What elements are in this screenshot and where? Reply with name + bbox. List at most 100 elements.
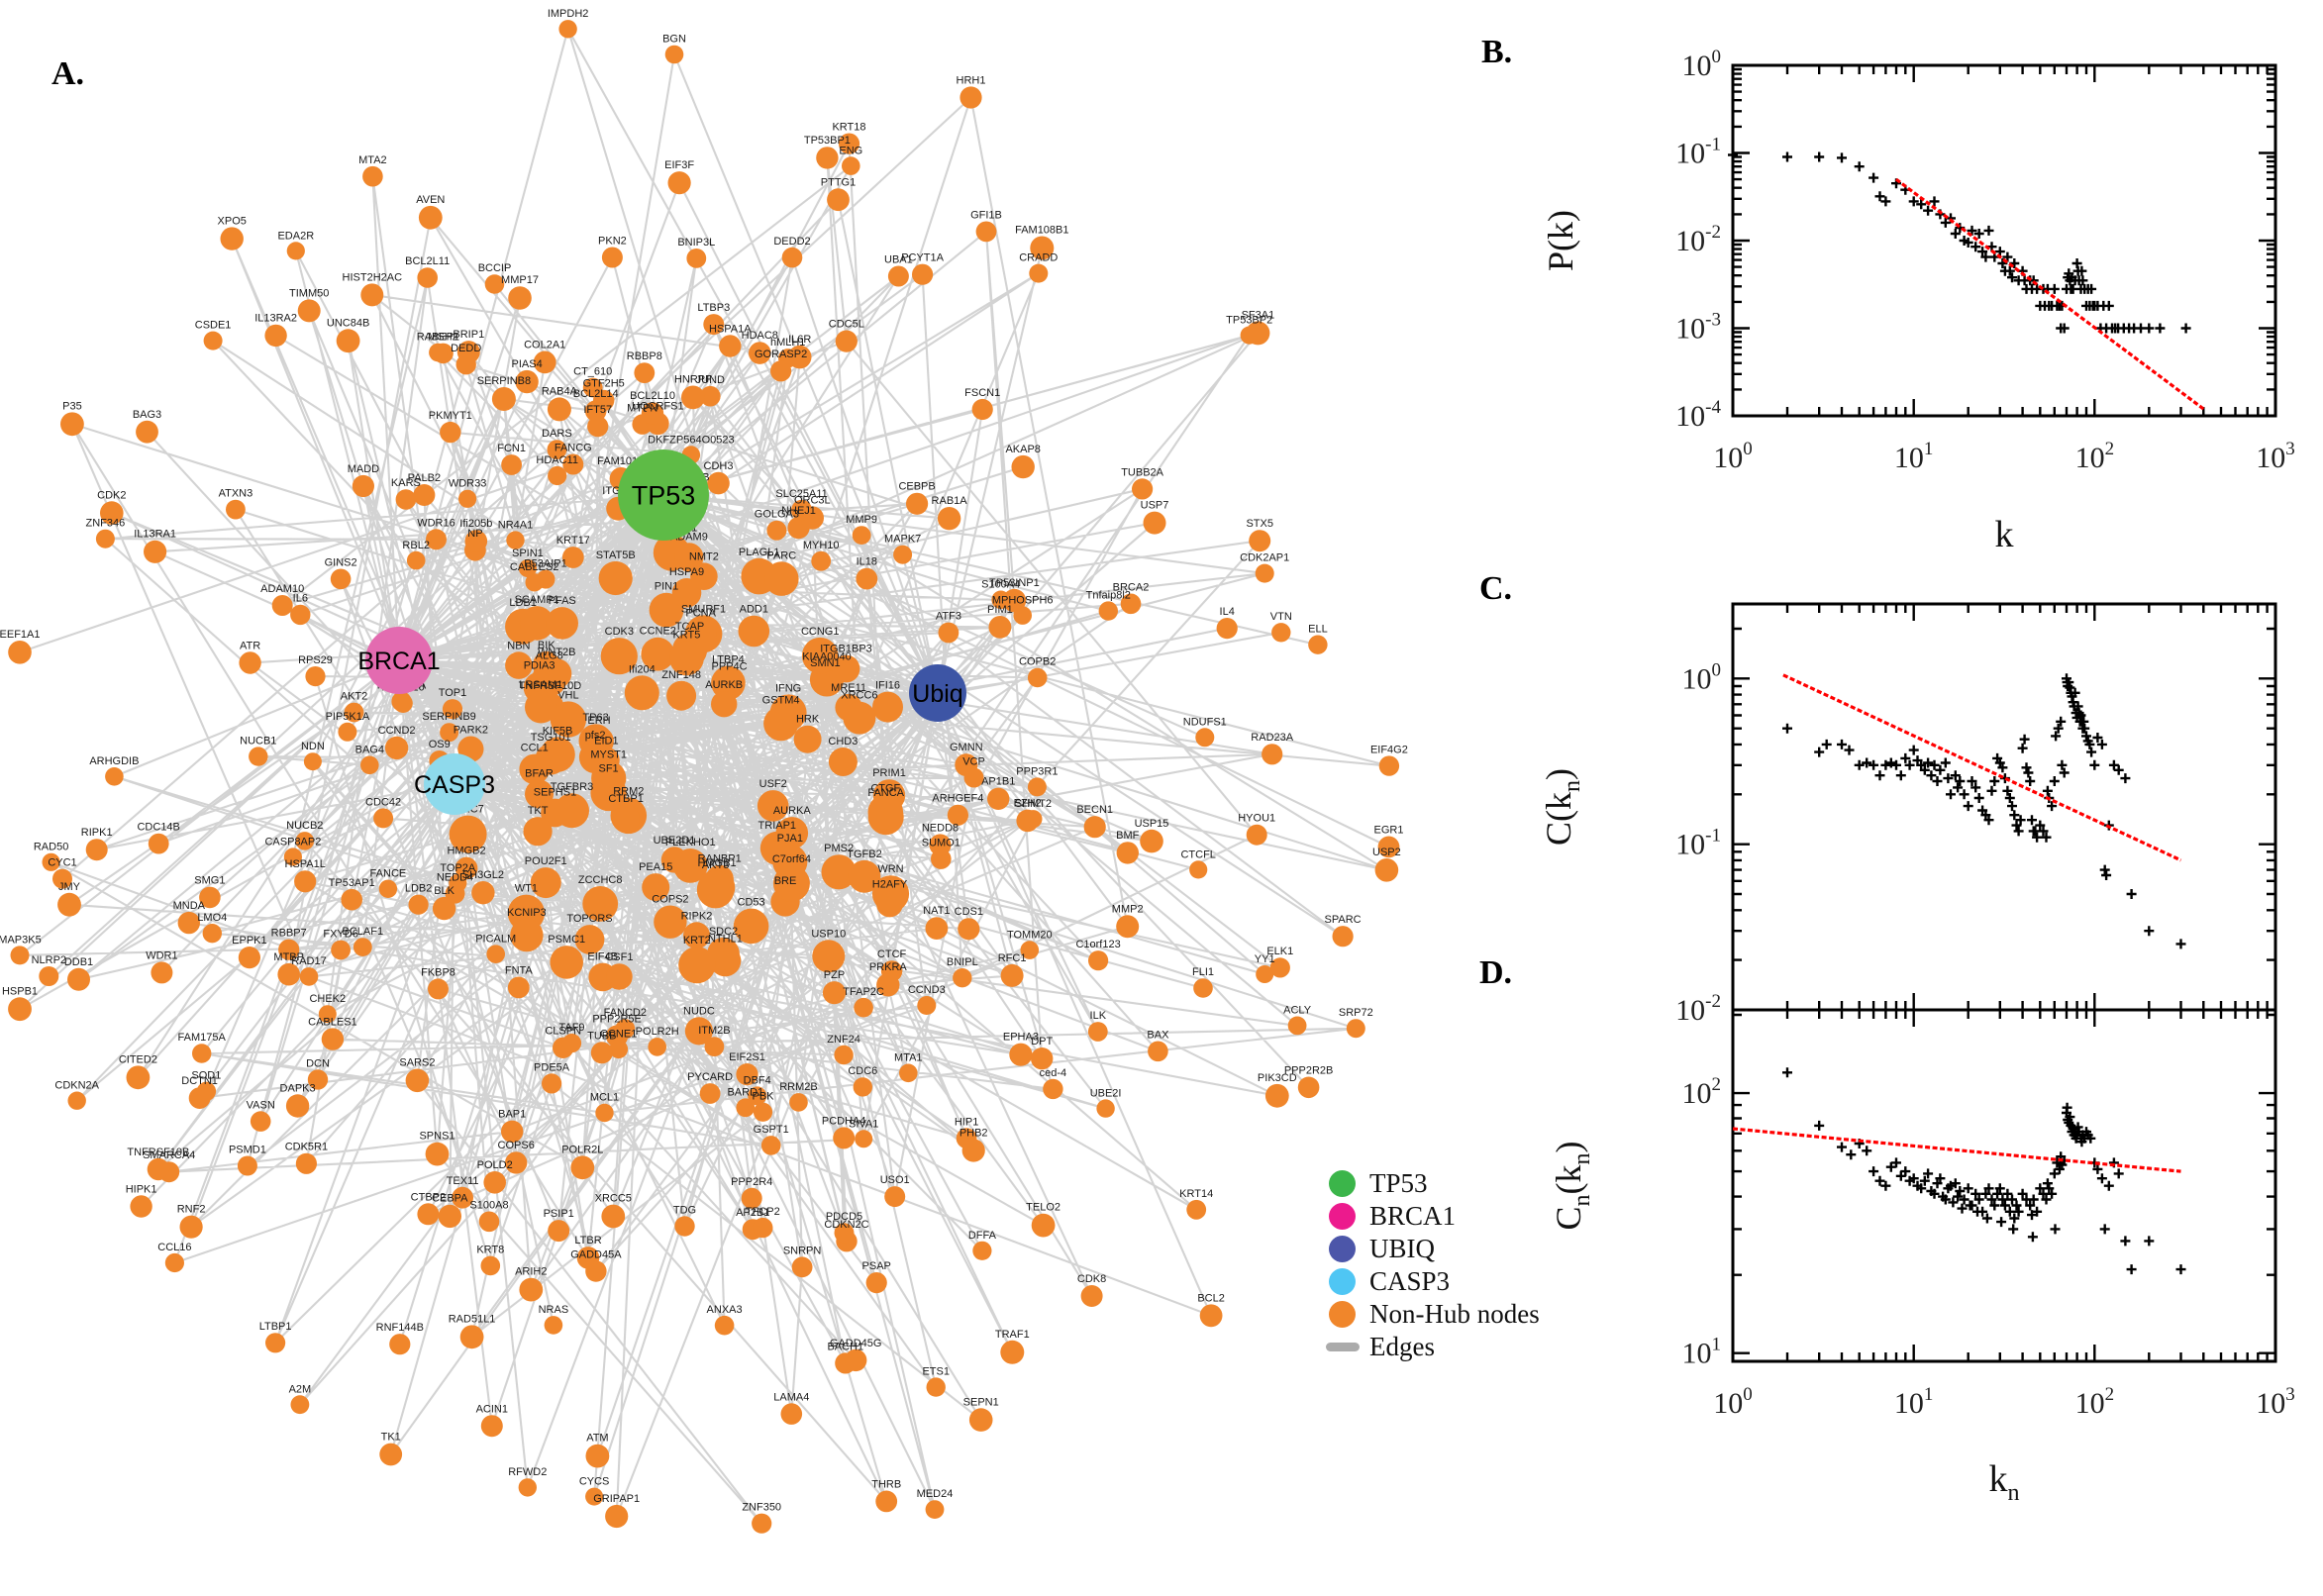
network-node-label: ALG8 bbox=[536, 649, 563, 661]
network-node bbox=[39, 966, 59, 986]
network-node bbox=[440, 421, 461, 444]
network-node bbox=[417, 267, 439, 288]
panel-b-label: B. bbox=[1481, 34, 1513, 70]
network-node bbox=[748, 1086, 767, 1106]
network-node-label: EID1 bbox=[594, 736, 618, 748]
network-node-label: MTA2 bbox=[358, 154, 387, 166]
network-node-label: DAPK3 bbox=[280, 1082, 316, 1094]
network-node bbox=[307, 1069, 329, 1090]
network-node bbox=[547, 397, 571, 422]
network-node bbox=[585, 1444, 610, 1468]
network-node-label: NHEJ1 bbox=[781, 505, 816, 517]
network-node bbox=[203, 331, 223, 350]
network-node bbox=[547, 440, 567, 459]
network-node-label: SERPINB9 bbox=[422, 711, 475, 723]
network-node bbox=[550, 946, 583, 979]
network-node-label: POLD2 bbox=[477, 1159, 513, 1171]
network-node bbox=[1080, 1285, 1103, 1307]
network-node bbox=[1374, 858, 1399, 882]
network-node bbox=[286, 242, 305, 260]
network-node-label: KRT18 bbox=[832, 122, 865, 134]
network-node-label: CD53 bbox=[738, 897, 765, 909]
network-node-label: BAG4 bbox=[355, 744, 384, 755]
network-node-label: PCYT1A bbox=[901, 252, 944, 264]
x-tick-label: 101 bbox=[1894, 1384, 1934, 1420]
network-node-label: PKN2 bbox=[598, 236, 627, 248]
network-node bbox=[865, 1272, 887, 1294]
network-node-label: PSAP bbox=[862, 1260, 891, 1272]
network-node-label: ETS1 bbox=[922, 1365, 950, 1377]
legend-item-brca1: BRCA1 bbox=[1329, 1203, 1540, 1230]
network-node-label: KIF5B bbox=[543, 725, 573, 737]
network-node-label: ILK bbox=[1090, 1010, 1107, 1022]
network-node-label: EPPK1 bbox=[232, 935, 266, 947]
network-node-label: PSMC1 bbox=[548, 934, 585, 946]
network-node bbox=[330, 568, 352, 590]
network-node-label: BRIP1 bbox=[453, 329, 484, 341]
network-node-label: DFFA bbox=[968, 1230, 997, 1242]
network-node-label: IFI16 bbox=[875, 680, 900, 692]
network-node bbox=[449, 815, 487, 853]
network-node-label: CYCS bbox=[579, 1476, 610, 1488]
network-node-label: UQCRFS1 bbox=[632, 400, 684, 412]
network-node-label: PIAS4 bbox=[512, 358, 543, 370]
network-node-label: HSPA1A bbox=[709, 323, 752, 335]
network-node bbox=[834, 1045, 854, 1065]
network-node-label: NMT2 bbox=[689, 550, 719, 562]
network-node-label: USP2 bbox=[1372, 847, 1401, 858]
network-node bbox=[290, 604, 311, 626]
network-node bbox=[265, 1333, 286, 1353]
fit-line bbox=[1732, 1127, 2181, 1173]
network-node bbox=[130, 1195, 152, 1218]
network-node-label: CHD3 bbox=[828, 736, 858, 748]
network-node-label: SMURF1 bbox=[681, 603, 726, 615]
network-node bbox=[584, 400, 607, 422]
network-node bbox=[1264, 1083, 1289, 1108]
network-node-label: Ifi204 bbox=[629, 663, 656, 675]
network-node bbox=[738, 615, 770, 648]
hub-label-ubiq: Ubiq bbox=[912, 680, 962, 708]
network-node-label: PYCARD bbox=[687, 1071, 733, 1083]
network-node bbox=[574, 925, 605, 954]
network-node bbox=[144, 540, 167, 563]
network-node bbox=[459, 1325, 484, 1349]
network-node bbox=[791, 1256, 813, 1278]
network-node-label: FANCG bbox=[555, 443, 592, 454]
network-node-label: TP53BP2 bbox=[1226, 315, 1272, 327]
legend-item-tp53: TP53 bbox=[1329, 1170, 1540, 1197]
network-node-label: PTTG1 bbox=[821, 176, 856, 188]
network-node-label: KRT2 bbox=[683, 935, 711, 947]
network-node-label: VCP bbox=[962, 755, 985, 767]
network-node-label: CDKN2C bbox=[824, 1219, 868, 1231]
network-node bbox=[667, 171, 691, 195]
network-node-label: FANCD2 bbox=[604, 1007, 647, 1019]
y-tick-label: 10-1 bbox=[1675, 135, 1721, 170]
network-node bbox=[546, 607, 578, 640]
network-node-label: RIPK2 bbox=[681, 910, 713, 922]
network-node bbox=[753, 1102, 773, 1122]
node-swatch-icon bbox=[1329, 1268, 1356, 1295]
plot-frame bbox=[1731, 1008, 2277, 1363]
network-node bbox=[641, 402, 664, 425]
network-node bbox=[681, 385, 705, 410]
x-tick-label: 100 bbox=[1713, 439, 1753, 474]
network-node bbox=[570, 1155, 595, 1180]
network-node-label: TOP2A bbox=[440, 862, 476, 874]
network-node bbox=[641, 637, 675, 671]
network-node-label: DBF4 bbox=[744, 1074, 771, 1086]
network-node bbox=[561, 547, 584, 568]
network-node bbox=[838, 133, 860, 154]
network-node bbox=[525, 779, 554, 809]
network-node bbox=[1246, 824, 1267, 846]
network-node bbox=[264, 324, 287, 348]
network-node-label: LMO4 bbox=[197, 912, 227, 924]
network-node-label: AP2B1 bbox=[736, 1207, 769, 1219]
y-tick-label: 101 bbox=[1682, 1335, 1722, 1370]
network-node-label: PRIM1 bbox=[872, 767, 906, 779]
network-node-label: NRAS bbox=[539, 1304, 569, 1316]
network-node bbox=[1297, 1076, 1320, 1099]
network-node-label: DEDD bbox=[451, 343, 481, 354]
network-node-label: CASP8AP2 bbox=[264, 836, 321, 848]
network-node-label: RAB1A bbox=[932, 495, 968, 507]
